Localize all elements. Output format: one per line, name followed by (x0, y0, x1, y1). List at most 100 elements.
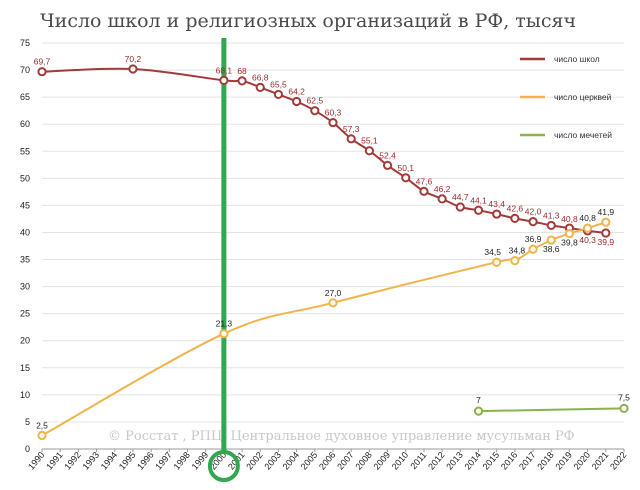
x-tick-label: 2006 (317, 450, 338, 472)
x-tick-label: 2018 (535, 450, 556, 472)
y-tick-label: 15 (20, 363, 30, 373)
data-point (128, 64, 138, 74)
x-tick-label: 2011 (408, 450, 428, 471)
x-tick-label: 2016 (499, 450, 520, 472)
x-tick-label: 2017 (517, 450, 538, 472)
highlight-circle (207, 450, 240, 482)
y-tick-label: 30 (20, 282, 30, 292)
data-label: 47,6 (416, 176, 433, 186)
y-tick-label: 70 (20, 65, 30, 75)
x-tick-label: 2009 (372, 450, 393, 472)
x-tick-label: 2014 (462, 450, 483, 472)
x-tick-label: 2003 (262, 450, 283, 472)
data-label: 60,3 (325, 108, 342, 118)
y-axis: 0 5 10 15 20 25 30 35 40 45 50 55 60 65 70 75 (20, 38, 30, 454)
x-tick-label: 1998 (171, 450, 192, 472)
x-tick-label: 2015 (481, 450, 502, 472)
y-tick-label: 55 (20, 146, 30, 156)
data-point (219, 329, 229, 339)
data-point (546, 220, 556, 231)
x-tick-label: 2005 (299, 450, 320, 472)
data-label: 64,2 (288, 86, 305, 96)
data-point (528, 244, 538, 254)
legend: число школ число церквей число мечетей (520, 54, 612, 140)
data-point (601, 228, 611, 238)
data-label: 62,5 (307, 96, 324, 106)
data-label: 57,3 (343, 124, 360, 134)
x-tick-label: 2002 (244, 450, 265, 472)
x-tick-label: 1997 (153, 450, 174, 472)
x-tick-label: 2008 (353, 450, 374, 472)
data-point (273, 89, 284, 100)
data-point (419, 186, 429, 196)
data-label: 55,1 (361, 136, 378, 146)
x-tick-label: 1995 (117, 450, 138, 472)
data-point (619, 403, 629, 413)
data-label: 39,8 (561, 238, 578, 248)
legend-label: число церквей (554, 92, 612, 102)
data-point (328, 117, 338, 128)
data-point (437, 194, 447, 204)
y-tick-label: 40 (20, 227, 30, 237)
data-point (219, 75, 229, 85)
data-label: 41,3 (543, 210, 560, 220)
data-label: 42,6 (507, 203, 524, 213)
data-point (382, 160, 393, 170)
source-note: © Росстат , РПЦ, Центральное духовное уп… (108, 429, 575, 444)
x-tick-label: 2020 (572, 450, 593, 472)
data-label: 38,6 (543, 244, 560, 254)
highlight-2000 (207, 38, 240, 482)
data-label: 50,1 (397, 163, 414, 173)
data-label: 36,9 (525, 234, 542, 244)
data-label: 66,8 (252, 72, 269, 82)
data-label: 2,5 (36, 420, 48, 430)
data-point (455, 202, 465, 212)
data-label: 34,8 (509, 246, 526, 256)
data-label: 69,7 (34, 57, 51, 67)
y-tick-label: 20 (20, 336, 30, 346)
chart-title: Число школ и религиозных организаций в Р… (40, 10, 576, 32)
data-point (473, 205, 484, 215)
y-tick-label: 50 (20, 173, 30, 183)
series-line (478, 407, 625, 413)
data-label: 40,3 (579, 235, 596, 245)
y-tick-label: 25 (20, 309, 30, 319)
x-tick-label: 2022 (608, 450, 629, 472)
data-label: 7 (476, 395, 481, 405)
data-label: 46,2 (434, 184, 451, 194)
data-point (564, 228, 575, 239)
data-point (364, 146, 374, 156)
data-label: 21,3 (216, 319, 233, 329)
x-tick-label: 1991 (44, 450, 65, 472)
x-tick-label: 1994 (99, 450, 120, 472)
data-label: 42,0 (525, 207, 542, 217)
legend-label: число мечетей (554, 130, 612, 140)
data-point (328, 298, 338, 308)
x-tick-label: 2019 (553, 450, 574, 472)
x-tick-label: 1999 (190, 450, 211, 472)
data-point (510, 213, 520, 223)
y-tick-label: 60 (20, 119, 30, 129)
data-label: 68,1 (216, 65, 233, 75)
x-tick-label: 2004 (281, 450, 302, 472)
data-label: 43,4 (488, 199, 505, 209)
data-point (546, 235, 556, 245)
x-tick-label: 1996 (135, 450, 156, 472)
data-label: 40,8 (579, 213, 596, 223)
data-point (601, 217, 611, 227)
data-labels: 69,7 70,2 68,1 68 66,865,564,262,560,357,355… (34, 54, 630, 430)
y-tick-label: 0 (25, 444, 30, 454)
data-point (255, 82, 265, 92)
data-point (346, 134, 356, 144)
data-point (492, 209, 502, 219)
data-point (401, 173, 411, 183)
data-label: 7,5 (618, 392, 630, 402)
data-label: 40,8 (561, 214, 578, 224)
y-tick-label: 5 (25, 417, 30, 427)
data-point (492, 257, 502, 267)
data-label: 70,2 (125, 54, 142, 64)
data-point (583, 223, 593, 233)
data-label: 34,5 (484, 247, 501, 257)
data-point (473, 406, 484, 416)
